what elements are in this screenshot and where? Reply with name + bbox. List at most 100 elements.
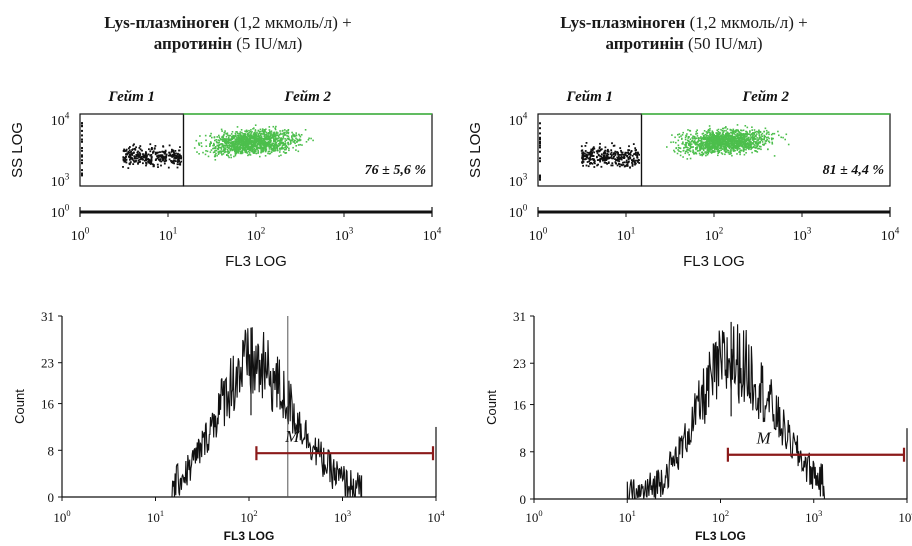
scatter-point [234, 154, 237, 157]
scatter-point [617, 162, 620, 165]
scatter-point [271, 149, 273, 152]
gate2-percentage: 81 ± 4,4 % [823, 163, 884, 178]
scatter-point [711, 145, 713, 147]
scatter-point [711, 130, 714, 132]
scatter-point [152, 152, 154, 154]
scatter-point [213, 151, 216, 153]
scatter-point [725, 132, 727, 135]
scatter-point [748, 142, 750, 145]
scatter-point [746, 139, 748, 142]
scatter-point [719, 135, 721, 137]
scatter-point [753, 129, 756, 131]
scatter-point [167, 154, 170, 157]
scatter-point [258, 143, 260, 145]
scatter-point [150, 161, 153, 163]
scatter-point [706, 137, 708, 140]
scatter-point [591, 162, 594, 165]
scatter-point [724, 134, 727, 136]
scatter-point [705, 140, 708, 143]
scatter-point [278, 137, 280, 139]
scatter-point [237, 146, 240, 149]
scatter-point [725, 129, 727, 132]
scatter-point [728, 147, 731, 149]
scatter-point [205, 150, 207, 152]
scatter-point [734, 147, 737, 149]
scatter-point [223, 151, 226, 154]
scatter-point [763, 144, 765, 146]
scatter-point [242, 136, 244, 138]
scatter-point [154, 151, 157, 154]
scatter-point [248, 132, 250, 134]
scatter-point [712, 151, 714, 153]
scatter-point [299, 135, 302, 138]
scatter-point [264, 130, 266, 132]
scatter-point [623, 153, 626, 156]
scatter-point [590, 155, 593, 157]
scatter-point [221, 135, 223, 138]
scatter-point [714, 138, 716, 141]
scatter-point [224, 147, 227, 149]
scatter-point [754, 131, 756, 134]
scatter-point [706, 141, 708, 144]
scatter-point [733, 145, 736, 148]
scatter-point [216, 154, 218, 157]
scatter-point [216, 144, 218, 147]
scatter-point [241, 131, 243, 134]
scatter-point [764, 142, 767, 144]
scatter-point [777, 130, 779, 133]
scatter-point [751, 136, 753, 139]
scatter-point [694, 152, 697, 154]
y-tick-label: 16 [513, 398, 527, 413]
scatter-point [243, 143, 246, 146]
scatter-point [230, 141, 233, 143]
scatter-point [242, 142, 245, 144]
scatter-point [272, 125, 275, 128]
scatter-point [238, 138, 241, 141]
scatter-point [266, 141, 268, 144]
scatter-point [268, 150, 271, 153]
scatter-point [241, 149, 244, 152]
scatter-point [268, 146, 270, 148]
scatter-point [173, 159, 175, 162]
scatter-point [702, 153, 704, 155]
scatter-point [287, 143, 290, 146]
scatter-point [157, 156, 160, 158]
scatter-point [752, 135, 754, 137]
scatter-point [631, 159, 634, 161]
scatter-point [704, 133, 706, 136]
scatter-point [707, 143, 710, 145]
scatter-point [685, 143, 687, 145]
scatter-point [129, 155, 132, 158]
x-tick-label-text: 103 [793, 226, 812, 244]
scatter-point [741, 129, 743, 132]
scatter-point [727, 136, 730, 139]
scatter-point [179, 162, 182, 164]
scatter-point [226, 146, 229, 148]
scatter-point [243, 134, 245, 137]
scatter-point [269, 130, 271, 133]
scatter-point [728, 140, 731, 143]
scatter-point [728, 143, 731, 145]
scatter-point [739, 132, 741, 134]
scatter-point [221, 138, 224, 141]
scatter-point [266, 138, 269, 141]
scatter-point [298, 134, 301, 137]
scatter-point [758, 137, 761, 139]
scatter-point [745, 130, 747, 133]
scatter-point [137, 159, 140, 162]
scatter-point [710, 137, 713, 140]
scatter-point [604, 146, 607, 149]
y-tick-label: 100 [509, 203, 528, 221]
scatter-point [698, 149, 701, 152]
scatter-point [247, 133, 249, 135]
scatter-point [757, 131, 760, 133]
scatter-point [743, 138, 746, 140]
scatter-point [759, 140, 761, 143]
scatter-point [741, 137, 744, 140]
scatter-point [759, 142, 761, 144]
scatter-point [750, 145, 752, 147]
scatter-point [239, 144, 242, 147]
scatter-point [214, 154, 216, 156]
scatter-point [682, 143, 684, 145]
scatter-point [231, 149, 234, 152]
